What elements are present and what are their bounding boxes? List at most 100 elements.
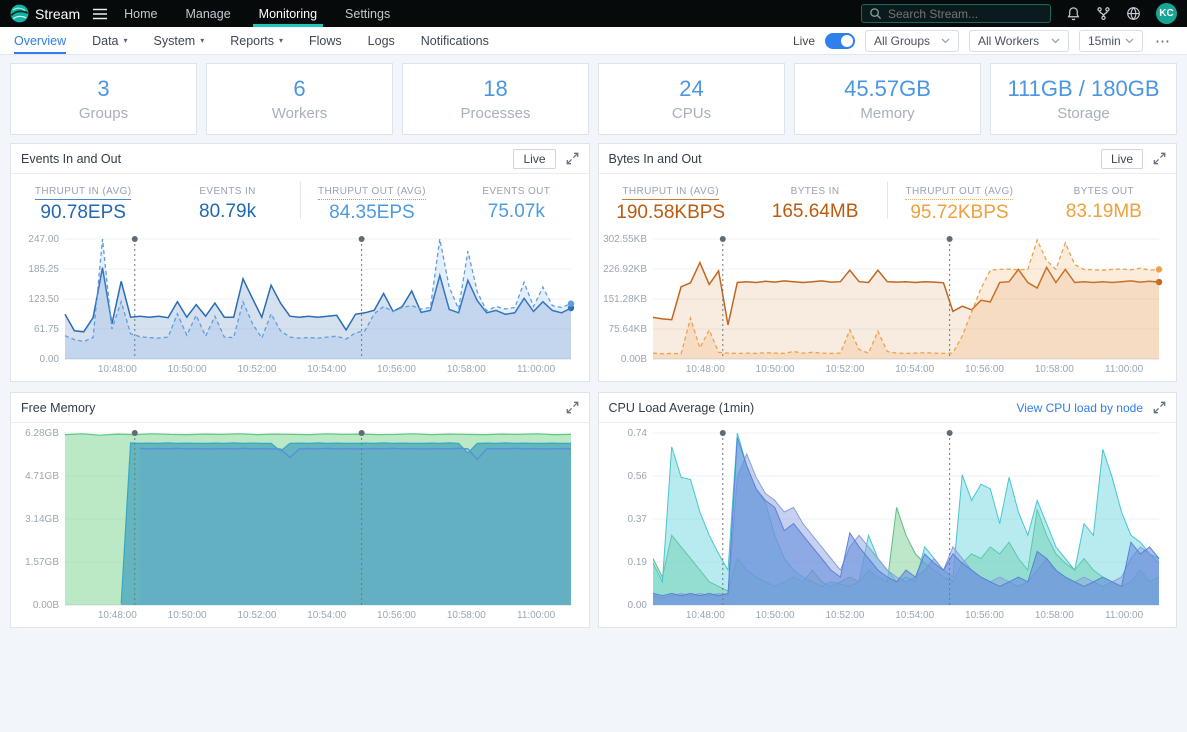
nav-item-monitoring[interactable]: Monitoring	[252, 0, 324, 27]
panel-memory: Free Memory 0.00B 1.57GB 3.14GB 4.71GB 6.28G…	[10, 392, 590, 628]
stat-bytes-out: BYTES OUT 83.19MB	[1032, 181, 1176, 224]
expand-icon[interactable]	[1153, 401, 1166, 414]
more-menu-button[interactable]: ⋯	[1155, 32, 1171, 50]
group-filter-select[interactable]: All Groups	[865, 29, 959, 52]
svg-text:123.50: 123.50	[28, 294, 59, 305]
worker-filter-value: All Workers	[978, 33, 1040, 48]
expand-icon[interactable]	[566, 401, 579, 414]
svg-text:10:56:00: 10:56:00	[965, 364, 1004, 375]
stat-bytes-in-label: BYTES IN	[790, 186, 840, 197]
stat-bytes-thruput-out-value: 95.72KBPS	[910, 202, 1009, 223]
stat-bytes-in-value: 165.64MB	[771, 201, 859, 222]
panel-events-header: Events In and Out Live	[11, 144, 589, 174]
events-chart: 0.00 61.75 123.50 185.25 247.00 10:48:00 10:50…	[15, 231, 585, 377]
stat-bytes-in: BYTES IN 165.64MB	[743, 181, 887, 224]
stat-thruput-in-label: THRUPUT IN (AVG)	[34, 186, 132, 200]
monitoring-sub-nav: Overview Data ▾ System ▾ Reports ▾ Flows Lo…	[0, 27, 1187, 55]
svg-text:6.28GB: 6.28GB	[25, 428, 59, 439]
bytes-live-button[interactable]: Live	[1100, 148, 1143, 169]
stats-divider	[887, 182, 889, 219]
svg-text:10:54:00: 10:54:00	[307, 364, 346, 375]
menu-icon[interactable]	[92, 8, 108, 20]
tab-system-label: System	[153, 33, 196, 48]
card-cpus-value: 24	[679, 76, 704, 101]
app-logo[interactable]: Stream	[10, 4, 80, 23]
tab-reports[interactable]: Reports ▾	[230, 27, 283, 54]
svg-text:11:00:00: 11:00:00	[1105, 364, 1144, 375]
svg-text:10:54:00: 10:54:00	[895, 364, 934, 375]
stat-thruput-out: THRUPUT OUT (AVG) 84.35EPS	[300, 181, 444, 224]
events-live-button[interactable]: Live	[513, 148, 556, 169]
cpu-load-by-node-link[interactable]: View CPU load by node	[1016, 400, 1143, 415]
notifications-bell-icon[interactable]	[1066, 6, 1081, 21]
user-avatar[interactable]: KC	[1156, 3, 1177, 24]
chevron-down-icon	[941, 38, 950, 43]
search-icon	[869, 7, 882, 20]
svg-text:10:54:00: 10:54:00	[307, 610, 346, 621]
chevron-down-icon: ▾	[200, 36, 205, 45]
panel-bytes-header: Bytes In and Out Live	[598, 144, 1176, 174]
stat-thruput-out-value: 84.35EPS	[329, 202, 415, 223]
stat-bytes-thruput-in: THRUPUT IN (AVG) 190.58KBPS	[599, 181, 743, 224]
nav-item-home[interactable]: Home	[124, 6, 158, 21]
card-memory-value: 45.57GB	[844, 76, 931, 101]
stat-events-in: EVENTS IN 80.79k	[155, 181, 299, 224]
panel-events-title: Events In and Out	[21, 151, 122, 166]
card-memory-label: Memory	[860, 105, 915, 122]
events-stats-row: THRUPUT IN (AVG) 90.78EPS EVENTS IN 80.79k…	[11, 174, 589, 229]
card-groups-value: 3	[97, 76, 110, 101]
card-groups-label: Groups	[78, 105, 129, 122]
top-nav-items: Home Manage Monitoring Settings	[124, 0, 390, 27]
expand-icon[interactable]	[566, 152, 579, 165]
globe-icon[interactable]	[1126, 6, 1141, 21]
time-range-select[interactable]: 15min	[1079, 29, 1143, 52]
top-nav: Stream Home Manage Monitoring Settings K…	[0, 0, 1187, 27]
card-processes-value: 18	[483, 76, 508, 101]
git-branch-icon[interactable]	[1096, 6, 1111, 21]
stat-thruput-in-value: 90.78EPS	[40, 202, 126, 223]
worker-filter-select[interactable]: All Workers	[969, 29, 1069, 52]
search-input[interactable]	[888, 6, 1043, 21]
card-cpus-label: CPUs	[671, 105, 712, 122]
global-search[interactable]	[861, 4, 1051, 23]
nav-item-settings[interactable]: Settings	[345, 6, 391, 21]
stat-events-in-value: 80.79k	[199, 201, 257, 222]
tab-logs-label: Logs	[367, 33, 395, 48]
tab-notifications-label: Notifications	[420, 33, 489, 48]
stat-events-out: EVENTS OUT 75.07k	[444, 181, 588, 224]
stat-thruput-out-label: THRUPUT OUT (AVG)	[317, 186, 426, 200]
card-workers: 6 Workers	[206, 63, 393, 135]
dashboard-grid: Events In and Out Live THRUPUT IN (AVG) 9…	[10, 143, 1177, 628]
live-toggle[interactable]	[825, 32, 855, 49]
card-processes: 18 Processes	[402, 63, 589, 135]
tab-overview[interactable]: Overview	[14, 27, 67, 54]
svg-text:302.55KB: 302.55KB	[603, 234, 647, 245]
card-workers-label: Workers	[271, 105, 328, 122]
card-workers-value: 6	[293, 76, 306, 101]
nav-item-manage[interactable]: Manage	[185, 6, 231, 21]
svg-text:3.14GB: 3.14GB	[25, 514, 59, 525]
tab-notifications[interactable]: Notifications	[421, 27, 489, 54]
svg-text:10:54:00: 10:54:00	[895, 610, 934, 621]
svg-text:151.28KB: 151.28KB	[603, 294, 647, 305]
tab-flows-label: Flows	[309, 33, 342, 48]
tab-data-label: Data	[92, 33, 119, 48]
svg-text:4.71GB: 4.71GB	[25, 471, 59, 482]
svg-text:10:56:00: 10:56:00	[377, 364, 416, 375]
svg-text:61.75: 61.75	[34, 324, 59, 335]
memory-chart: 0.00B 1.57GB 3.14GB 4.71GB 6.28GB 10:48:00 10:…	[15, 425, 585, 623]
tab-logs[interactable]: Logs	[368, 27, 395, 54]
tab-data[interactable]: Data ▾	[92, 27, 127, 54]
svg-text:0.00: 0.00	[627, 600, 647, 611]
card-memory: 45.57GB Memory	[794, 63, 981, 135]
svg-text:10:52:00: 10:52:00	[825, 610, 864, 621]
svg-text:185.25: 185.25	[28, 264, 59, 275]
svg-text:0.56: 0.56	[627, 471, 647, 482]
svg-text:1.57GB: 1.57GB	[25, 557, 59, 568]
expand-icon[interactable]	[1153, 152, 1166, 165]
svg-text:10:48:00: 10:48:00	[685, 364, 724, 375]
tab-flows[interactable]: Flows	[309, 27, 342, 54]
svg-text:10:58:00: 10:58:00	[447, 364, 486, 375]
cribl-logo-icon	[10, 4, 29, 23]
tab-system[interactable]: System ▾	[154, 27, 205, 54]
